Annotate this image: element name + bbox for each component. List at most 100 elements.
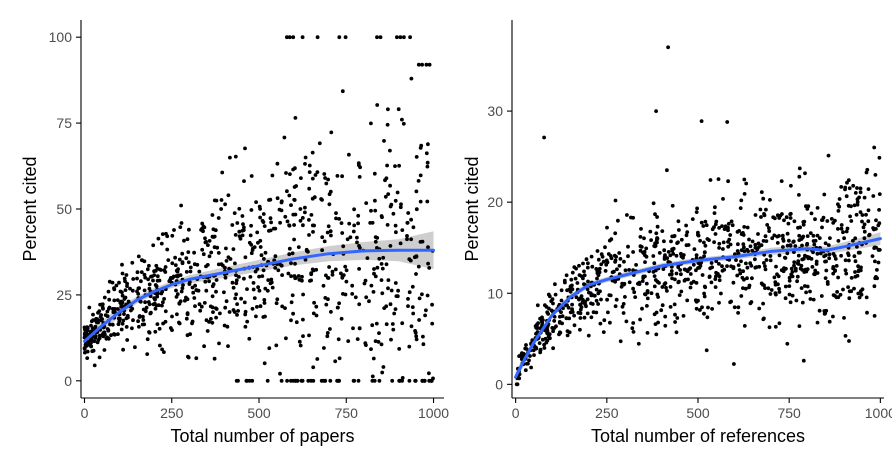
data-point bbox=[142, 288, 147, 293]
data-point bbox=[358, 165, 362, 170]
data-point bbox=[775, 234, 780, 239]
data-point bbox=[580, 300, 585, 305]
data-point bbox=[190, 321, 194, 326]
data-point bbox=[772, 275, 777, 280]
data-point bbox=[856, 269, 861, 274]
data-point bbox=[788, 243, 793, 248]
data-point bbox=[542, 346, 547, 350]
data-point bbox=[649, 291, 654, 296]
data-point bbox=[251, 281, 256, 285]
data-point bbox=[365, 256, 370, 260]
data-point bbox=[572, 323, 577, 328]
data-point bbox=[289, 274, 293, 279]
data-point bbox=[634, 263, 638, 267]
data-point bbox=[307, 333, 311, 338]
data-point bbox=[369, 347, 373, 351]
data-point bbox=[761, 239, 766, 243]
data-point bbox=[854, 212, 859, 217]
data-point bbox=[343, 35, 348, 40]
data-point bbox=[109, 333, 113, 338]
data-point bbox=[416, 62, 421, 67]
data-point bbox=[270, 285, 275, 290]
data-point bbox=[223, 305, 228, 310]
data-point bbox=[319, 378, 324, 383]
data-point bbox=[384, 322, 389, 327]
data-point bbox=[182, 238, 186, 243]
data-point bbox=[596, 257, 601, 262]
data-point bbox=[641, 276, 646, 280]
data-point bbox=[812, 242, 817, 247]
data-point bbox=[654, 332, 659, 337]
data-point bbox=[424, 62, 429, 67]
data-point bbox=[370, 323, 375, 328]
data-point bbox=[350, 292, 355, 296]
data-point bbox=[717, 226, 721, 230]
data-point bbox=[260, 274, 265, 278]
data-point bbox=[698, 308, 702, 312]
data-point bbox=[528, 354, 532, 358]
data-point bbox=[543, 336, 548, 341]
data-point bbox=[314, 267, 319, 272]
data-point bbox=[201, 252, 206, 257]
data-point bbox=[418, 199, 423, 204]
data-point bbox=[139, 279, 143, 284]
data-point bbox=[234, 292, 239, 297]
data-point bbox=[179, 203, 184, 208]
data-point bbox=[844, 271, 849, 276]
data-point bbox=[390, 378, 395, 383]
data-point bbox=[170, 314, 174, 319]
data-point bbox=[864, 295, 869, 300]
data-point bbox=[666, 250, 671, 254]
data-point bbox=[590, 264, 595, 269]
data-point bbox=[660, 285, 665, 289]
data-point bbox=[293, 212, 298, 217]
data-point bbox=[351, 326, 355, 331]
data-point bbox=[749, 263, 754, 268]
data-point bbox=[662, 248, 667, 253]
data-point bbox=[372, 271, 376, 276]
data-point bbox=[430, 302, 434, 307]
data-point bbox=[210, 213, 215, 217]
data-point bbox=[262, 298, 267, 302]
data-point bbox=[805, 234, 810, 239]
data-point bbox=[744, 181, 749, 186]
data-point bbox=[301, 317, 305, 322]
data-point bbox=[411, 225, 416, 230]
data-point bbox=[130, 326, 134, 331]
data-point bbox=[255, 305, 259, 309]
data-point bbox=[156, 303, 161, 308]
data-point bbox=[692, 247, 697, 252]
data-point bbox=[234, 273, 238, 278]
data-point bbox=[120, 321, 125, 326]
data-point bbox=[145, 267, 150, 272]
data-point bbox=[120, 271, 125, 276]
data-point bbox=[106, 289, 111, 294]
data-point bbox=[328, 327, 332, 331]
data-point bbox=[784, 266, 788, 271]
data-point bbox=[745, 225, 750, 230]
data-point bbox=[307, 186, 312, 191]
data-point bbox=[393, 198, 398, 203]
data-point bbox=[341, 244, 346, 249]
data-point bbox=[804, 204, 808, 209]
data-point bbox=[410, 305, 415, 309]
data-point bbox=[329, 130, 334, 135]
y-tick-label: 0 bbox=[495, 376, 503, 392]
data-point bbox=[846, 178, 851, 183]
data-point bbox=[870, 254, 875, 258]
data-point bbox=[417, 296, 422, 301]
data-point bbox=[873, 276, 878, 281]
data-point bbox=[654, 310, 659, 315]
data-point bbox=[351, 229, 356, 234]
data-point bbox=[414, 207, 419, 212]
data-point bbox=[327, 265, 331, 269]
data-point bbox=[124, 325, 129, 329]
x-axis-title: Total number of references bbox=[591, 426, 805, 446]
data-point bbox=[747, 237, 751, 242]
data-point bbox=[801, 358, 806, 363]
data-point bbox=[855, 186, 859, 190]
data-point bbox=[638, 248, 643, 253]
data-point bbox=[713, 277, 718, 281]
data-point bbox=[242, 300, 247, 305]
data-point bbox=[101, 331, 106, 335]
